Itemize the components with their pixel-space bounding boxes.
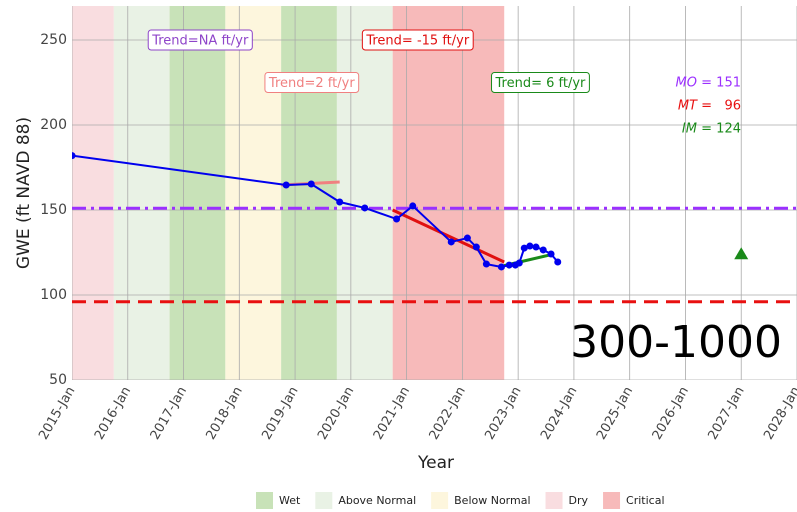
y-tick-label: 250 <box>40 32 67 48</box>
x-tick-label: 2018-Jan <box>204 384 246 442</box>
trend-label-box <box>491 72 590 93</box>
data-point <box>409 202 417 210</box>
data-point <box>336 198 344 206</box>
data-point <box>532 243 540 251</box>
y-axis-title: GWE (ft NAVD 88) <box>14 117 34 269</box>
data-point <box>282 181 290 189</box>
wy-band <box>392 6 505 380</box>
data-point <box>472 243 480 251</box>
wy-band <box>169 6 226 380</box>
x-tick-label: 2022-Jan <box>427 384 469 442</box>
data-point <box>505 261 513 269</box>
wy-band <box>281 6 337 380</box>
x-tick-label: 2015-Jan <box>36 384 78 442</box>
data-point <box>515 259 523 267</box>
x-tick-label: 2023-Jan <box>482 384 524 442</box>
wy-band <box>72 6 114 380</box>
trend-label-box <box>264 72 360 93</box>
y-tick-label: 100 <box>40 287 67 303</box>
legend-label: Above Normal <box>338 494 416 507</box>
threshold-value: 151 <box>716 76 741 91</box>
legend-swatch <box>256 492 273 509</box>
x-tick-label: 2020-Jan <box>315 384 357 442</box>
data-point <box>393 215 401 223</box>
data-point <box>554 258 562 266</box>
wy-band <box>336 6 393 380</box>
data-point <box>547 250 555 258</box>
x-axis-title: Year <box>417 453 454 473</box>
data-point <box>447 238 455 246</box>
threshold-name: IM = <box>682 122 712 137</box>
legend-swatch <box>545 492 563 509</box>
wy-band <box>225 6 282 380</box>
x-tick-label: 2019-Jan <box>259 384 301 442</box>
trend-label-box <box>147 29 253 51</box>
plot <box>72 6 797 380</box>
data-point <box>361 204 369 212</box>
x-tick-label: 2026-Jan <box>650 384 692 442</box>
trend-label: Trend= -15 ft/yr <box>365 34 469 49</box>
threshold-value: 124 <box>716 122 741 137</box>
x-tick-label: 2021-Jan <box>371 384 413 442</box>
threshold-marker <box>734 247 749 260</box>
legend-swatch <box>431 492 449 509</box>
data-point <box>539 246 547 254</box>
wy-band <box>113 6 170 380</box>
y-tick-label: 150 <box>40 202 67 218</box>
legend-label: Dry <box>569 494 589 507</box>
threshold-value: 96 <box>724 99 741 114</box>
x-tick-label: 2024-Jan <box>538 384 580 442</box>
threshold-name: MO = <box>676 76 712 91</box>
data-point <box>307 180 315 188</box>
x-tick-label: 2016-Jan <box>92 384 134 442</box>
legend-swatch <box>315 492 333 509</box>
threshold-name: MT = <box>678 99 712 114</box>
legend-label: Below Normal <box>454 494 530 507</box>
trend-label: Trend=NA ft/yr <box>151 34 249 49</box>
data-point <box>526 242 534 250</box>
legend-label: Critical <box>626 494 664 507</box>
x-tick-label: 2027-Jan <box>705 384 747 442</box>
trend-label-box <box>361 29 474 51</box>
data-point <box>482 260 490 268</box>
trend-line <box>392 208 505 264</box>
data-point <box>463 234 471 242</box>
data-point <box>72 152 76 160</box>
y-tick-label: 200 <box>40 117 67 133</box>
data-point <box>497 263 505 271</box>
annotation: 300-1000 <box>570 317 782 368</box>
x-tick-label: 2025-Jan <box>594 384 636 442</box>
x-tick-label: 2028-Jan <box>761 384 797 442</box>
x-tick-label: 2017-Jan <box>148 384 190 442</box>
data-point <box>520 244 528 252</box>
trend-label: Trend=2 ft/yr <box>268 76 355 91</box>
legend-swatch <box>603 492 621 509</box>
legend-label: Wet <box>279 494 301 507</box>
y-tick-label: 50 <box>49 372 67 388</box>
trend-label: Trend= 6 ft/yr <box>495 76 587 91</box>
